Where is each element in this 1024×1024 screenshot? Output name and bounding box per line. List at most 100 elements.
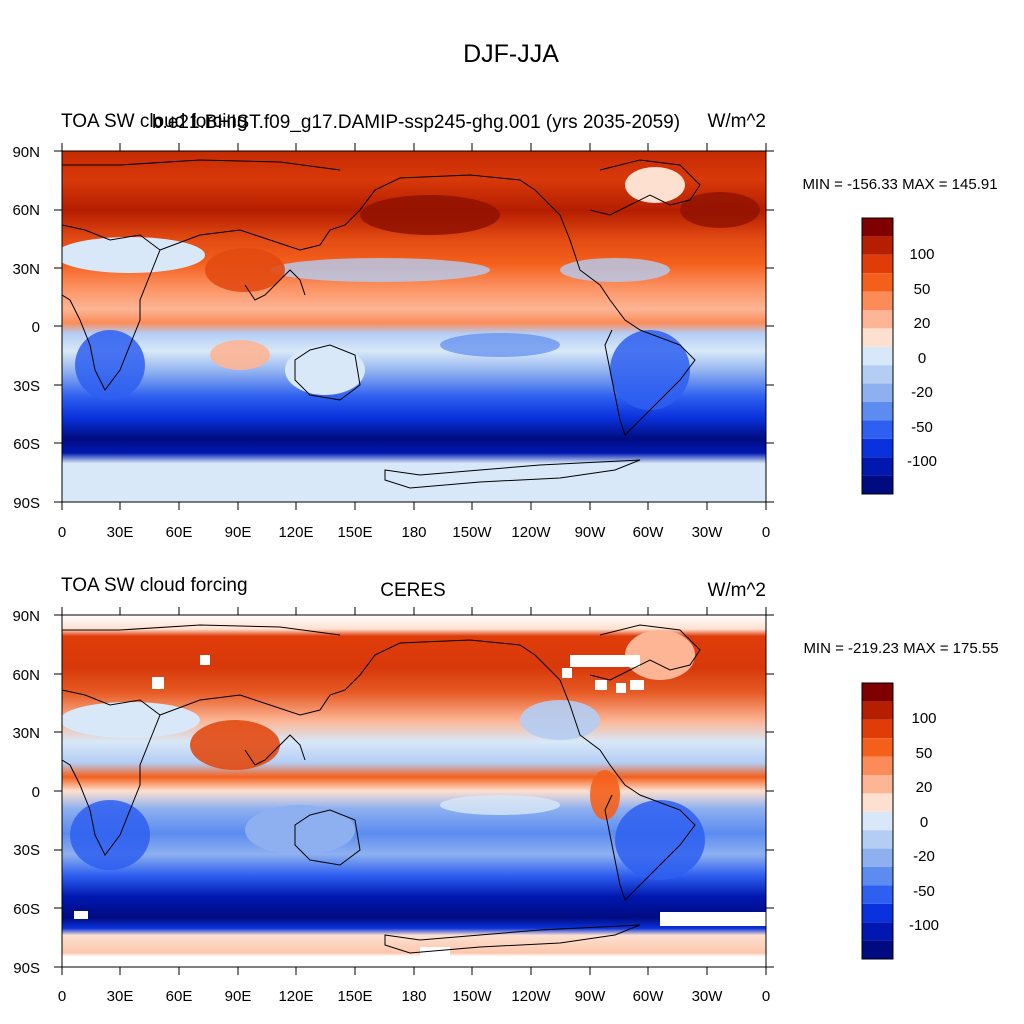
p1-cbar-swatch <box>862 254 893 274</box>
p1-anomaly <box>75 330 145 400</box>
panel-2-units: W/m^2 <box>707 580 766 601</box>
p1-y-tick-label: 60S <box>13 436 40 453</box>
p2-cbar-swatch <box>862 775 893 794</box>
p1-anomaly <box>625 167 685 203</box>
p1-cbar-swatch <box>862 218 893 237</box>
p1-y-tick-label: 90N <box>12 144 40 161</box>
p2-cbar-label: 100 <box>911 710 936 727</box>
p2-cbar-swatch <box>862 867 893 886</box>
p1-cbar-label: 0 <box>918 350 926 367</box>
panel-1-coastlines <box>62 159 701 489</box>
p2-anomaly <box>625 630 695 680</box>
p2-cbar-label: 20 <box>916 779 933 796</box>
p1-x-tick-label: 90E <box>225 524 252 541</box>
p1-cbar-swatch <box>862 438 893 458</box>
p1-cbar-swatch <box>862 383 893 402</box>
p1-anomaly <box>440 333 560 357</box>
p1-cbar-swatch <box>862 457 893 476</box>
p1-y-tick-label: 30N <box>12 261 40 278</box>
p1-cbar-frame <box>861 217 894 495</box>
p1-x-tick-label: 0 <box>58 524 66 541</box>
p2-x-tick-label: 60W <box>633 988 665 1005</box>
p2-anomaly <box>245 805 355 855</box>
panel-1-ticks <box>54 143 774 510</box>
p1-y-tick-label: 0 <box>32 319 40 336</box>
p1-y-tick-label: 90S <box>13 495 40 512</box>
p1-x-tick-label: 90W <box>575 524 607 541</box>
p2-cbar-label: 50 <box>916 745 933 762</box>
p2-missing-patch <box>200 655 210 665</box>
p1-cbar-swatch <box>862 365 893 384</box>
p2-x-tick-label: 60E <box>166 988 193 1005</box>
p2-anomaly <box>70 800 150 870</box>
panel-2-x-axis: 0 30E 60E 90E 120E 150E 180 150W 120W 90… <box>58 988 770 1005</box>
p2-x-tick-label: 120W <box>511 988 551 1005</box>
p2-anomaly <box>62 702 200 738</box>
p2-y-tick-label: 90N <box>12 608 40 625</box>
p1-x-tick-label: 30E <box>107 524 134 541</box>
p1-cbar-label: 50 <box>914 281 931 298</box>
panel-2-minmax: MIN = -219.23 MAX = 175.55 <box>803 640 998 657</box>
p2-cbar-swatch <box>862 885 893 904</box>
panel-2-center-title: CERES <box>380 580 445 601</box>
p1-cbar-swatch <box>862 475 893 494</box>
p1-x-tick-label: 120W <box>511 524 551 541</box>
panel-2-colorbar: 100 50 20 0 -20 -50 -100 <box>861 682 939 960</box>
panel-1: TOA SW cloud forcing b.e21.BHIST.f09_g17… <box>12 111 997 541</box>
panel-1-colorbar: 100 50 20 0 -20 -50 -100 <box>861 217 937 495</box>
p1-cbar-swatch <box>862 310 893 329</box>
panel-2-field-features <box>62 630 705 880</box>
p1-x-tick-label: 150E <box>337 524 372 541</box>
panel-2-left-title: TOA SW cloud forcing <box>61 575 248 596</box>
p1-anomaly <box>205 248 285 292</box>
p1-x-tick-label: 180 <box>401 524 426 541</box>
p2-anomaly <box>190 720 280 770</box>
p2-x-tick-label: 0 <box>58 988 66 1005</box>
p1-cbar-swatch <box>862 328 893 347</box>
p2-y-tick-label: 0 <box>32 784 40 801</box>
p2-missing-patch <box>420 947 450 957</box>
panel-1-field-features <box>62 167 760 410</box>
p2-missing-patch <box>595 680 607 690</box>
panel-2: TOA SW cloud forcing CERES W/m^2 <box>12 575 998 1005</box>
p2-cbar-label: 0 <box>920 814 928 831</box>
p1-anomaly <box>680 192 760 228</box>
p1-y-tick-label: 60N <box>12 202 40 219</box>
p1-cbar-label: -20 <box>911 384 933 401</box>
p1-cbar-swatch <box>862 291 893 310</box>
p2-cbar-swatch <box>862 793 893 812</box>
p2-x-tick-label: 90E <box>225 988 252 1005</box>
panel-1-minmax: MIN = -156.33 MAX = 145.91 <box>802 176 997 193</box>
p2-cbar-swatch <box>862 903 893 923</box>
p1-cbar-label: -100 <box>907 453 937 470</box>
p2-y-tick-label: 30S <box>13 842 40 859</box>
p1-x-tick-label: 0 <box>762 524 770 541</box>
p1-cbar-swatch <box>862 236 893 255</box>
p1-x-tick-label: 120E <box>278 524 313 541</box>
panel-1-x-axis: 0 30E 60E 90E 120E 150E 180 150W 120W 90… <box>58 524 770 541</box>
p2-y-tick-label: 30N <box>12 725 40 742</box>
p1-anomaly <box>270 258 490 282</box>
p2-cbar-swatch <box>862 940 893 959</box>
p2-y-tick-label: 90S <box>13 960 40 977</box>
p2-cbar-label: -100 <box>909 917 939 934</box>
p2-cbar-swatch <box>862 830 893 849</box>
panel-1-y-axis: 90N 60N 30N 0 30S 60S 90S <box>12 144 40 512</box>
p2-cbar-swatch <box>862 738 893 757</box>
p1-x-tick-label: 150W <box>452 524 492 541</box>
p1-cbar-label: 100 <box>909 246 934 263</box>
p2-cbar-swatch <box>862 848 893 867</box>
p2-missing-patch <box>562 668 572 678</box>
panel-2-y-axis: 90N 60N 30N 0 30S 60S 90S <box>12 608 40 977</box>
p2-x-tick-label: 150E <box>337 988 372 1005</box>
p1-anomaly <box>610 330 690 410</box>
p2-missing-patch <box>570 655 640 667</box>
panel-2-ticks <box>54 607 774 975</box>
p1-x-tick-label: 60E <box>166 524 193 541</box>
p1-anomaly <box>560 258 670 282</box>
p2-x-tick-label: 180 <box>401 988 426 1005</box>
p1-x-tick-label: 30W <box>692 524 724 541</box>
panel-1-map <box>62 151 766 502</box>
panel-1-units: W/m^2 <box>707 111 766 132</box>
p1-y-tick-label: 30S <box>13 378 40 395</box>
